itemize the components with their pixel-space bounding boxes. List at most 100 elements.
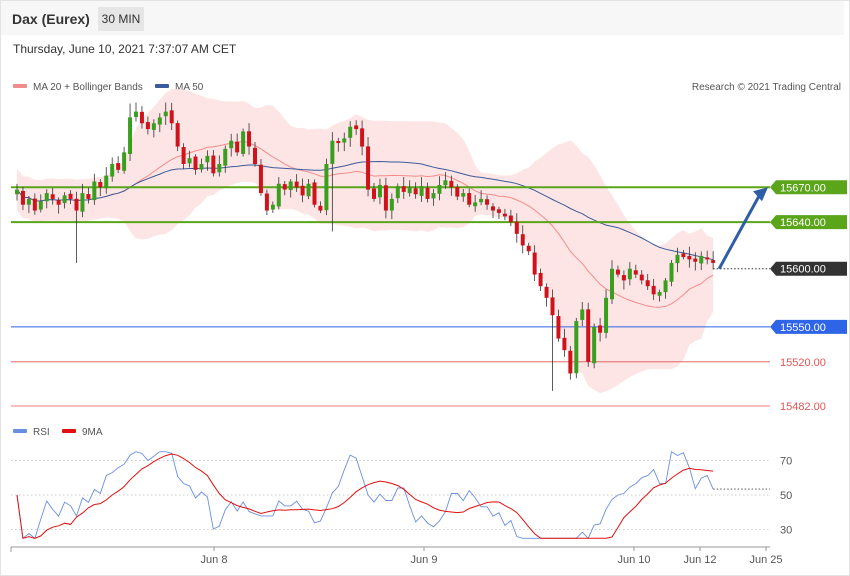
candle: [544, 283, 549, 307]
bollinger-band: [17, 89, 714, 393]
candle-body: [407, 187, 412, 194]
candle-body: [663, 280, 668, 293]
ma20-legend-swatch: [13, 84, 27, 88]
candle-body: [366, 146, 371, 190]
x-tick-label: Jun 12: [683, 554, 716, 566]
candle: [187, 150, 192, 168]
candle-body: [223, 148, 228, 166]
candle-body: [276, 183, 281, 207]
timeframe-badge[interactable]: 30 MIN: [98, 7, 144, 31]
candle: [235, 133, 240, 156]
candle-body: [562, 337, 567, 351]
candle-body: [502, 213, 507, 217]
level-label-15482: 15482.00: [780, 401, 826, 413]
candle: [318, 201, 323, 214]
candle-body: [431, 193, 436, 199]
candle: [44, 189, 49, 209]
candle-body: [312, 182, 317, 205]
candle-body: [413, 188, 418, 195]
level-label-15670: 15670.00: [780, 182, 826, 194]
candle-body: [461, 193, 466, 197]
candle: [98, 179, 103, 197]
candle: [657, 289, 662, 302]
rsi-ma-legend-swatch: [62, 429, 76, 433]
candle: [443, 172, 448, 189]
timestamp: Thursday, June 10, 2021 7:37:07 AM CET: [13, 42, 237, 56]
candle: [467, 188, 472, 208]
candle-body: [306, 183, 311, 197]
candle: [253, 142, 257, 167]
candle: [217, 155, 222, 177]
candle-body: [574, 321, 579, 374]
candle-body: [693, 258, 698, 262]
candle-body: [568, 350, 573, 374]
candle-body: [467, 193, 472, 205]
candle-body: [128, 117, 133, 154]
candle: [485, 195, 490, 210]
candle-body: [86, 194, 91, 199]
x-tick-label: Jun 10: [617, 554, 650, 566]
candle: [92, 173, 97, 205]
candle: [615, 265, 620, 278]
candle: [276, 177, 281, 210]
candle: [15, 183, 19, 201]
candle: [360, 120, 365, 156]
candle-body: [544, 286, 549, 298]
candle: [175, 120, 180, 152]
candle-body: [633, 270, 638, 275]
candle-body: [134, 111, 138, 117]
candle-body: [38, 201, 43, 210]
candle: [413, 182, 418, 199]
candle: [372, 183, 376, 202]
candle: [675, 247, 680, 273]
candle-body: [681, 253, 686, 258]
candle: [461, 189, 466, 202]
candle-body: [288, 181, 293, 190]
candle-body: [20, 190, 25, 205]
candle: [116, 156, 121, 174]
candle-body: [181, 147, 186, 164]
candle-body: [395, 186, 400, 199]
candle: [139, 106, 144, 129]
candle-body: [193, 156, 198, 170]
x-tick-label: Jun 9: [411, 554, 438, 566]
candle-body: [538, 272, 543, 287]
candle: [663, 278, 668, 299]
rsi-tick-70: 70: [780, 455, 792, 467]
candle: [151, 119, 156, 138]
candle: [520, 225, 525, 254]
candle: [550, 289, 555, 391]
candle: [193, 154, 198, 175]
candle: [330, 132, 335, 232]
candle-body: [330, 140, 335, 164]
level-tag-15640: [770, 215, 847, 230]
candle-body: [294, 181, 299, 188]
rsi-tick-50: 50: [780, 490, 792, 502]
candle-body: [425, 187, 430, 199]
candle: [86, 187, 91, 204]
candle-body: [473, 202, 478, 207]
candle-body: [74, 198, 79, 211]
rsi-legend-swatch: [13, 429, 27, 433]
rsi-line: [16, 450, 714, 540]
candle: [431, 189, 436, 206]
candle-body: [621, 275, 626, 281]
candle-body: [675, 254, 680, 264]
candle-body: [247, 131, 252, 147]
candle: [300, 178, 305, 203]
candle: [687, 246, 692, 268]
candle-body: [401, 186, 406, 192]
candle-body: [122, 152, 127, 171]
candle: [145, 116, 150, 135]
candle-body: [699, 255, 704, 264]
rsi-legend: RSI 9MA: [13, 427, 103, 438]
candle: [181, 143, 186, 170]
candle: [62, 192, 67, 209]
candle-body: [586, 309, 591, 362]
candle: [514, 213, 519, 243]
x-tick-label: Jun 8: [201, 554, 228, 566]
candle-body: [354, 125, 359, 130]
candle: [651, 278, 656, 301]
candle-body: [241, 131, 246, 154]
target-arrow-head: [753, 187, 768, 202]
